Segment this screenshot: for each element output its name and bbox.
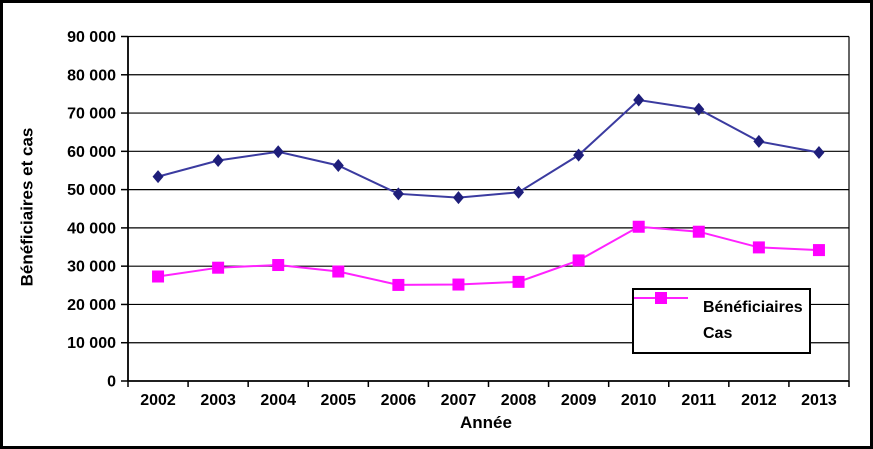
data-point-1-2006 (392, 278, 405, 291)
y-tick-label: 60 000 (67, 144, 116, 161)
x-tick-label: 2007 (441, 392, 477, 409)
data-point-1-2005 (332, 265, 345, 278)
series-line-0 (157, 98, 820, 199)
chart-svg: 0 10 000 20 000 30 000 40 000 50 000 60 000 70 … (67, 29, 850, 409)
data-point-0-2003 (212, 154, 224, 168)
x-axis-title: Année (460, 413, 512, 432)
x-tick-label: 2010 (621, 392, 657, 409)
data-point-0-2011 (693, 102, 705, 116)
legend-label-beneficiaires: Bénéficiaires (703, 298, 803, 316)
data-point-1-2003 (212, 261, 225, 274)
legend-line-square-icon (634, 292, 696, 342)
x-tick-label: 2008 (501, 392, 537, 409)
x-tick-label: 2012 (741, 392, 777, 409)
x-tick-label: 2009 (561, 392, 597, 409)
y-axis-title: Bénéficiaires et cas (9, 33, 45, 381)
data-point-0-2007 (452, 191, 464, 205)
x-tick-label: 2004 (260, 392, 296, 409)
x-tick-label: 2011 (681, 392, 716, 409)
legend-sample-svg (634, 292, 688, 304)
data-point-0-2008 (513, 185, 525, 199)
y-tick-label: 20 000 (67, 297, 116, 314)
x-tick-label: 2006 (381, 392, 417, 409)
data-point-0-2006 (392, 187, 404, 201)
x-tick-label: 2013 (801, 392, 837, 409)
data-point-1-2011 (692, 225, 705, 238)
data-point-1-2004 (272, 259, 285, 272)
y-tick-label: 90 000 (67, 29, 116, 46)
data-point-1-2008 (512, 275, 525, 288)
data-point-1-2009 (572, 254, 585, 267)
data-point-1-2013 (812, 244, 825, 257)
data-point-0-2005 (332, 158, 344, 172)
data-point-1-2007 (452, 278, 465, 291)
data-point-1-2002 (152, 270, 165, 283)
legend: Bénéficiaires Cas (632, 288, 811, 354)
data-point-0-2010 (633, 93, 645, 107)
data-point-0-2012 (753, 134, 765, 148)
data-point-0-2002 (152, 170, 164, 184)
legend-square-marker-icon (655, 292, 667, 304)
y-tick-label: 40 000 (67, 220, 116, 237)
y-axis-title-text: Bénéficiaires et cas (17, 127, 37, 287)
y-tick-label: 10 000 (67, 335, 116, 352)
y-tick-label: 50 000 (67, 182, 116, 199)
y-tick-label: 70 000 (67, 106, 116, 123)
data-point-0-2004 (272, 145, 284, 159)
legend-label-cas: Cas (703, 325, 733, 343)
x-tick-label: 2002 (140, 392, 176, 409)
y-tick-label: 30 000 (67, 259, 116, 276)
data-point-1-2012 (752, 241, 765, 254)
x-tick-label: 2003 (200, 392, 236, 409)
y-tick-label: 0 (107, 374, 116, 391)
data-point-0-2009 (573, 148, 585, 162)
data-point-1-2010 (632, 220, 645, 233)
data-point-0-2013 (813, 145, 825, 159)
y-tick-label: 80 000 (67, 67, 116, 84)
legend-item-cas: Cas (634, 292, 809, 343)
series-line-1 (157, 225, 820, 286)
x-tick-label: 2005 (320, 392, 356, 409)
